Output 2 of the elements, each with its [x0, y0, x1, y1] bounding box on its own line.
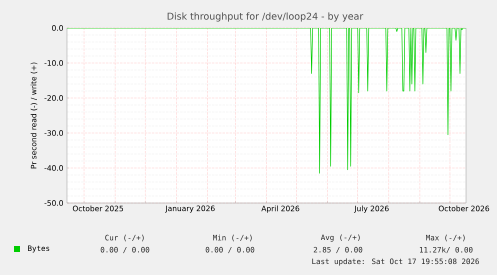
chart-title: Disk throughput for /dev/loop24 - by year	[168, 12, 364, 22]
line-series	[67, 28, 466, 174]
